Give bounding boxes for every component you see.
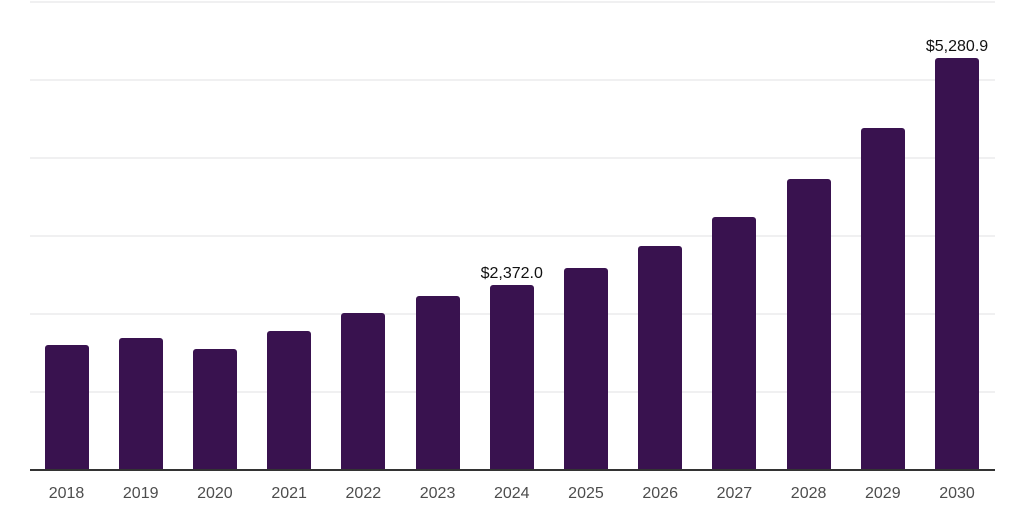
- bar-2018: [44, 345, 89, 470]
- gridline-6000: [30, 1, 995, 3]
- x-tick-label-2020: 2020: [197, 485, 233, 502]
- bar-2023: [415, 296, 460, 470]
- bar-2022: [341, 312, 386, 470]
- bar-2028: [786, 178, 831, 470]
- bar-2021: [267, 330, 312, 470]
- bar-2024: [489, 284, 534, 470]
- gridline-5000: [30, 79, 995, 81]
- x-axis-line: [30, 469, 995, 471]
- data-label-2030: $5,280.9: [925, 38, 989, 56]
- bar-2019: [118, 338, 163, 470]
- plot-area: [30, 1, 995, 470]
- x-tick-label-2029: 2029: [865, 485, 901, 502]
- x-tick-label-2025: 2025: [568, 485, 604, 502]
- x-tick-label-2030: 2030: [939, 485, 975, 502]
- x-tick-label-2024: 2024: [493, 485, 530, 502]
- x-tick-label-2028: 2028: [790, 485, 827, 502]
- bar-2025: [563, 267, 608, 470]
- x-tick-label-2027: 2027: [716, 485, 753, 502]
- bar-2027: [712, 216, 757, 470]
- data-label-2024: $2,372.0: [480, 264, 543, 282]
- x-tick-label-2023: 2023: [419, 485, 456, 502]
- gridline-3000: [30, 235, 995, 237]
- bar-2030: [935, 58, 980, 470]
- gridline-4000: [30, 157, 995, 159]
- x-tick-label-2022: 2022: [345, 485, 382, 502]
- bar-2029: [860, 127, 905, 470]
- bar-2020: [192, 349, 237, 470]
- x-tick-label-2018: 2018: [48, 485, 85, 502]
- x-tick-label-2021: 2021: [271, 485, 307, 502]
- x-tick-label-2019: 2019: [122, 485, 159, 502]
- x-tick-label-2026: 2026: [642, 485, 678, 502]
- bar-2026: [638, 246, 683, 470]
